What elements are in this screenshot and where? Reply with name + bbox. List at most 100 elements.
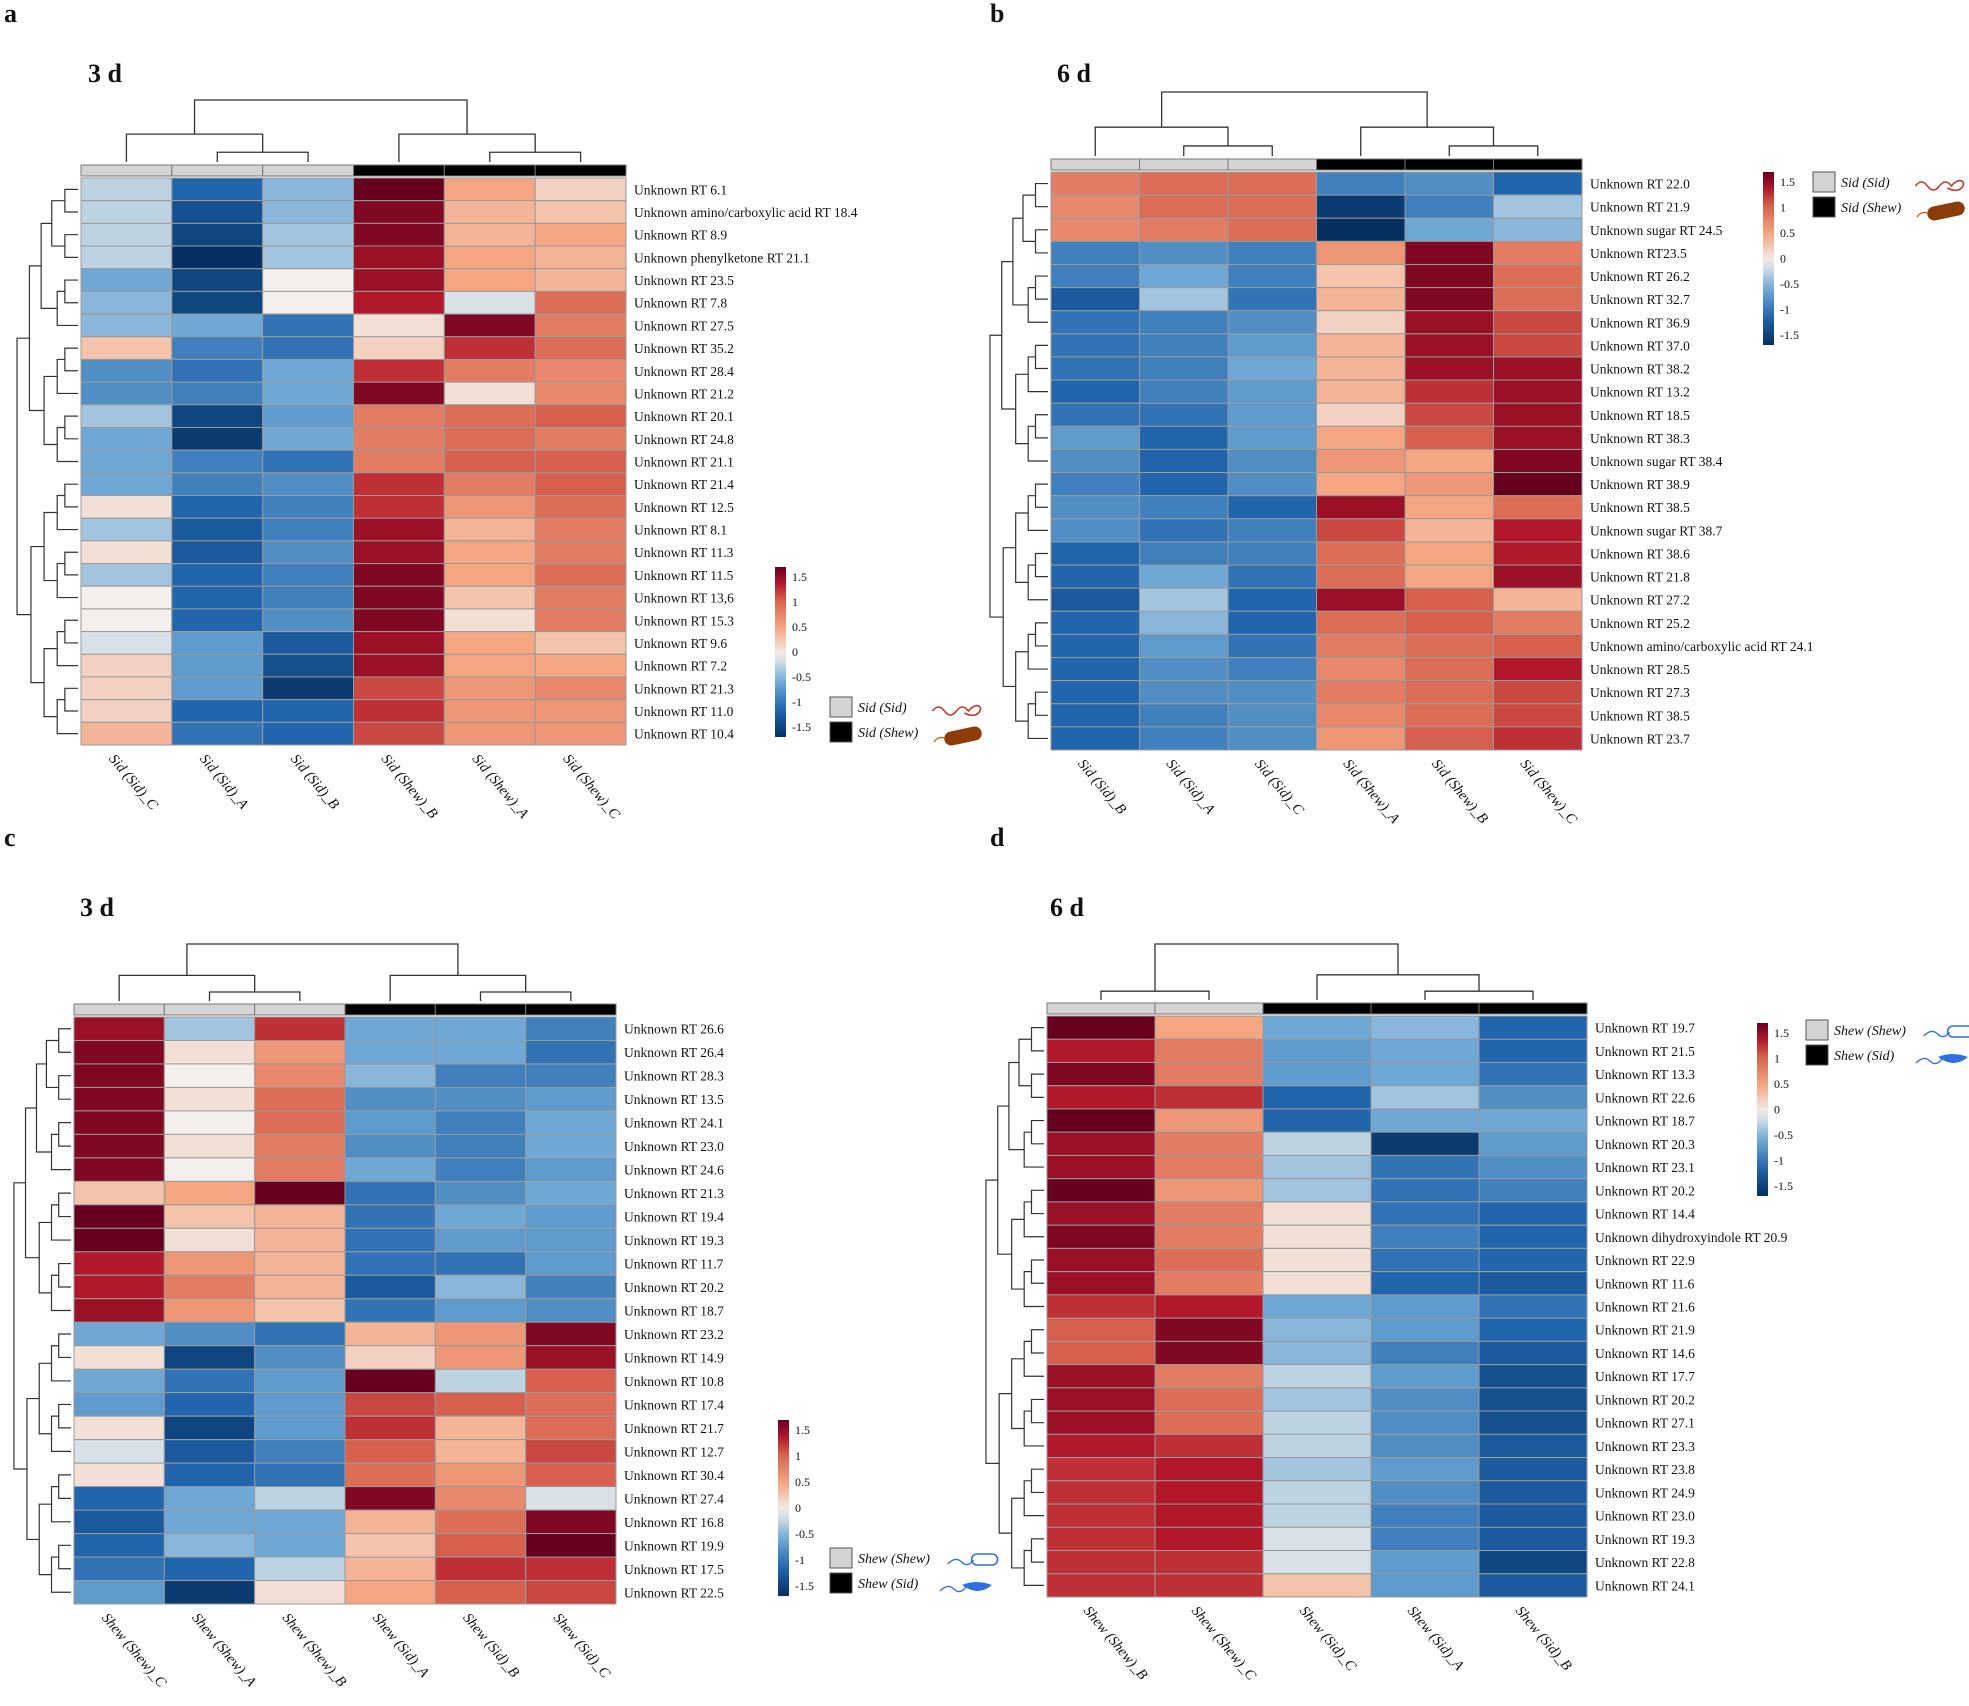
colorbar-tick-label: 0.5 — [792, 620, 807, 634]
row-dendrogram-branch — [1034, 275, 1048, 300]
heatmap-cell — [73, 1251, 165, 1276]
heatmap-cell — [171, 381, 264, 406]
row-dendrogram-branch — [58, 1474, 71, 1499]
row-dendrogram-branch — [58, 1028, 71, 1053]
heatmap-cell — [171, 200, 264, 224]
row-dendrogram-branch — [1030, 1468, 1044, 1494]
heatmap-cell — [534, 313, 627, 338]
heatmap-cell — [443, 517, 536, 542]
column-label: Shew (Shew)_B — [1080, 1603, 1151, 1683]
heatmap-cell — [525, 1204, 617, 1229]
row-dendrogram-branch — [64, 551, 78, 576]
heatmap-cell — [1370, 1061, 1480, 1087]
heatmap-cell — [1154, 1108, 1264, 1133]
heatmap-cell — [1046, 1201, 1156, 1226]
heatmap-cell — [1154, 1364, 1264, 1389]
heatmap-cell — [525, 1486, 617, 1511]
colorbar-tick-label: -1 — [1780, 303, 1790, 317]
heatmap-cell — [1316, 194, 1406, 219]
heatmap-cell — [171, 336, 264, 360]
row-dendrogram-branch — [1030, 1259, 1044, 1284]
legend-swatch — [1805, 1044, 1829, 1066]
row-label: Unknown RT 22.6 — [1595, 1090, 1695, 1105]
heatmap-cell — [1154, 1503, 1264, 1528]
heatmap-cell — [1046, 1131, 1156, 1156]
heatmap-cell — [254, 1345, 346, 1370]
heatmap-cell — [73, 1086, 165, 1112]
heatmap-cell — [262, 472, 354, 497]
group-annotation-cell — [171, 164, 264, 177]
row-dendrogram-branch — [56, 290, 78, 327]
heatmap-cell — [1262, 1247, 1372, 1273]
heatmap-cell — [344, 1345, 436, 1370]
heatmap-cell — [1046, 1433, 1156, 1459]
heatmap-cell — [163, 1392, 256, 1417]
row-label: Unknown RT 22.0 — [1590, 177, 1690, 192]
row-label: Unknown RT 27.3 — [1590, 685, 1690, 700]
row-label: Unknown RT 23.7 — [1590, 731, 1690, 746]
heatmap-cell — [254, 1251, 346, 1276]
row-dendrogram-branch — [1011, 1497, 1025, 1569]
heatmap-cell — [1493, 379, 1583, 404]
heatmap-cell — [262, 563, 354, 587]
row-dendrogram-branch — [1023, 1340, 1044, 1377]
heatmap-cell — [353, 404, 445, 428]
heatmap-cell — [1262, 1131, 1372, 1156]
row-label: Unknown RT 27.4 — [624, 1491, 724, 1506]
heatmap-cell — [443, 540, 536, 565]
heatmap-cell — [525, 1110, 617, 1135]
heatmap-cell — [353, 495, 445, 519]
heatmap-cell — [344, 1509, 436, 1535]
heatmap-cell — [1478, 1573, 1588, 1598]
colorbar-tick-label: -0.5 — [1780, 277, 1799, 291]
row-dendrogram-branch — [51, 200, 65, 247]
heatmap-cell — [254, 1180, 346, 1206]
heatmap-cell — [1370, 1294, 1480, 1319]
row-label: Unknown RT 15.3 — [634, 613, 734, 628]
row-label: Unknown RT 20.2 — [1595, 1183, 1695, 1198]
row-dendrogram-branch — [1015, 651, 1029, 722]
heatmap-cell — [163, 1157, 256, 1182]
heatmap-cell — [443, 358, 536, 383]
heatmap-cell — [1262, 1178, 1372, 1203]
legend-swatch — [1805, 1019, 1829, 1041]
panel-day-label: 6 d — [1050, 893, 1085, 922]
row-label: Unknown RT 26.6 — [624, 1022, 724, 1037]
heatmap-cell — [434, 1392, 527, 1417]
column-dendrogram-branch — [125, 133, 264, 162]
heatmap-cell — [344, 1039, 436, 1065]
heatmap-cell — [80, 699, 173, 723]
colorbar-tick-label: 1.5 — [795, 1423, 810, 1437]
heatmap-cell — [1227, 587, 1317, 612]
group-annotation-cell — [434, 1003, 527, 1016]
colorbar-tick-label: 0 — [1774, 1103, 1780, 1117]
heatmap-cell — [1262, 1387, 1372, 1412]
row-label: Unknown RT 21.3 — [624, 1186, 724, 1201]
row-label: Unknown RT 20.3 — [1595, 1137, 1695, 1152]
heatmap-cell — [1227, 448, 1317, 474]
heatmap-cell — [80, 449, 173, 474]
heatmap-cell — [353, 563, 445, 587]
heatmap-cell — [1050, 680, 1140, 705]
heatmap-cell — [1493, 703, 1583, 728]
heatmap-cell — [171, 540, 264, 565]
group-annotation-cell — [1227, 158, 1317, 171]
heatmap-cell — [1404, 287, 1494, 312]
heatmap-panel-b: b 6 d Unknown RT 22.0 Unknown RT 21.9 Unknow… — [989, 0, 1965, 828]
heatmap-cell — [1046, 1294, 1156, 1319]
colorbar-tick-label: -0.5 — [1774, 1128, 1793, 1142]
heatmap-cell — [1262, 1085, 1372, 1110]
heatmap-cell — [1478, 1038, 1588, 1063]
colorbar-tick-label: 0.5 — [1774, 1077, 1789, 1091]
row-dendrogram-branch — [64, 483, 78, 508]
group-annotation-cell — [163, 1003, 256, 1016]
group-annotation-cell — [1046, 1002, 1156, 1015]
heatmap-cell — [163, 1180, 256, 1206]
heatmap-cell — [344, 1439, 436, 1464]
heatmap-cell — [254, 1533, 346, 1558]
row-label: Unknown RT 19.3 — [1595, 1532, 1695, 1547]
row-label: Unknown phenylketone RT 21.1 — [634, 250, 810, 265]
heatmap-cell — [262, 426, 354, 451]
row-dendrogram-branch — [1030, 1027, 1044, 1052]
